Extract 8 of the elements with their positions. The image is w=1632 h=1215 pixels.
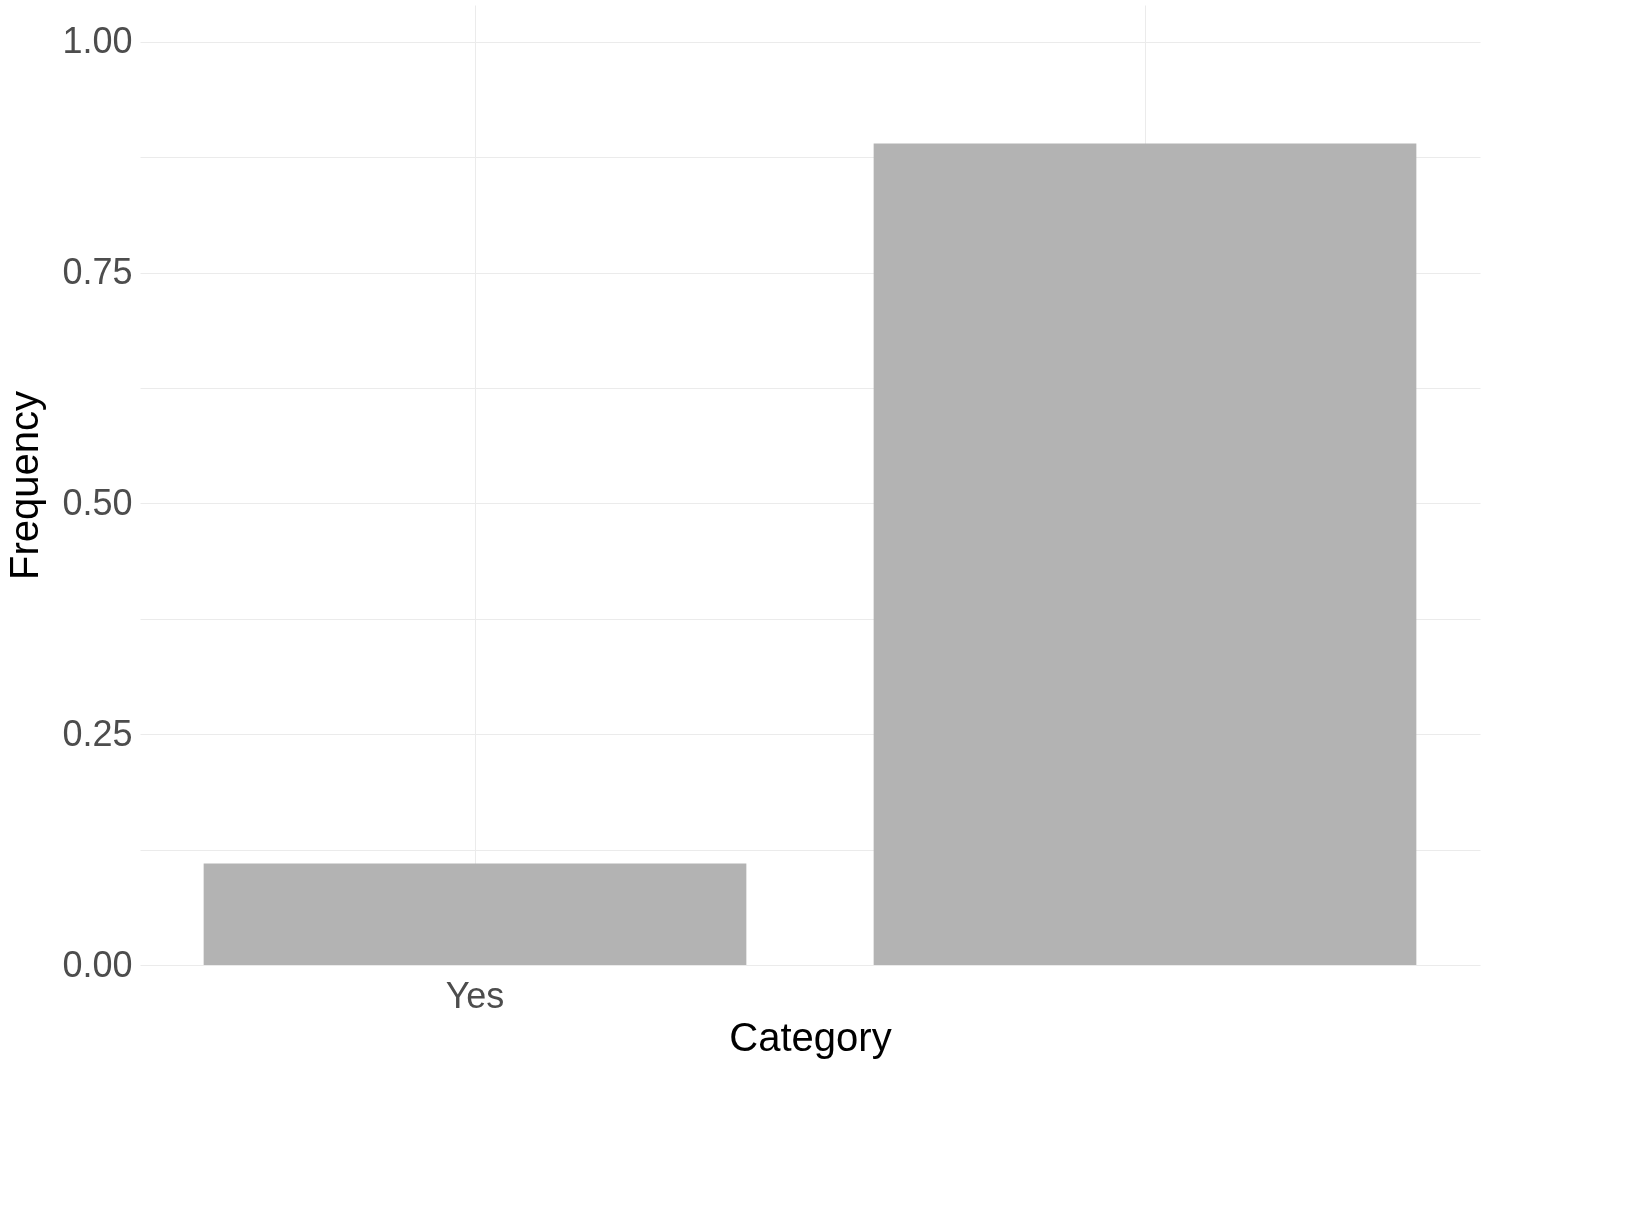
y-tick-label: 1.00 <box>62 20 133 62</box>
y-tick-label: 0.25 <box>62 712 133 754</box>
x-axis-title: Category <box>729 1014 892 1059</box>
y-axis-title: Frequency <box>2 391 47 580</box>
y-tick-label: 0.00 <box>62 943 133 985</box>
y-tick-label: 0.50 <box>62 481 133 523</box>
x-tick-label: Yes <box>445 974 505 1016</box>
y-tick-label: 0.75 <box>62 251 133 293</box>
